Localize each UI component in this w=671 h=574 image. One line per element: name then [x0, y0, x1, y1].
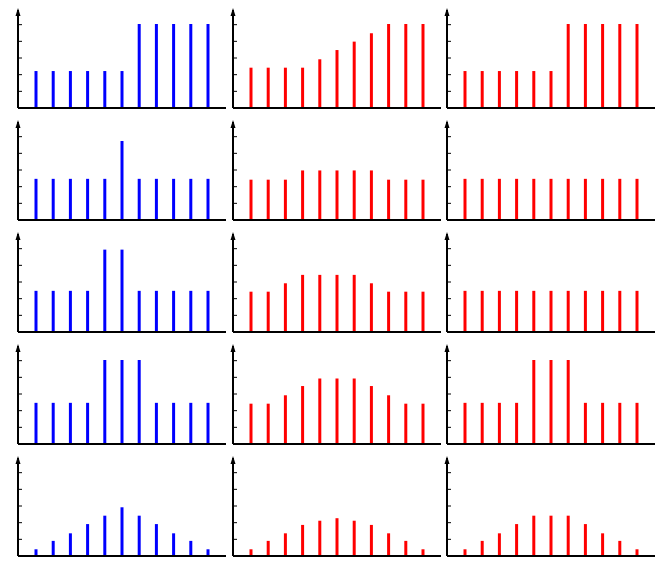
y-axis-arrow-r5c3: [444, 456, 450, 464]
y-axis-arrow-r2c2: [230, 120, 236, 128]
y-axis-arrow-r4c3: [444, 344, 450, 352]
y-axis-arrow-r3c2: [230, 232, 236, 240]
y-axis-arrow-r1c2: [230, 8, 236, 16]
y-axis-arrow-r4c1: [15, 344, 21, 352]
y-axis-arrow-r1c3: [444, 8, 450, 16]
y-axis-arrow-r1c1: [15, 8, 21, 16]
y-axis-arrow-r2c1: [15, 120, 21, 128]
y-axis-arrow-r4c2: [230, 344, 236, 352]
y-axis-arrow-r5c1: [15, 456, 21, 464]
y-axis-arrow-r3c3: [444, 232, 450, 240]
y-axis-arrow-r5c2: [230, 456, 236, 464]
y-axis-arrow-r2c3: [444, 120, 450, 128]
y-axis-arrow-r3c1: [15, 232, 21, 240]
